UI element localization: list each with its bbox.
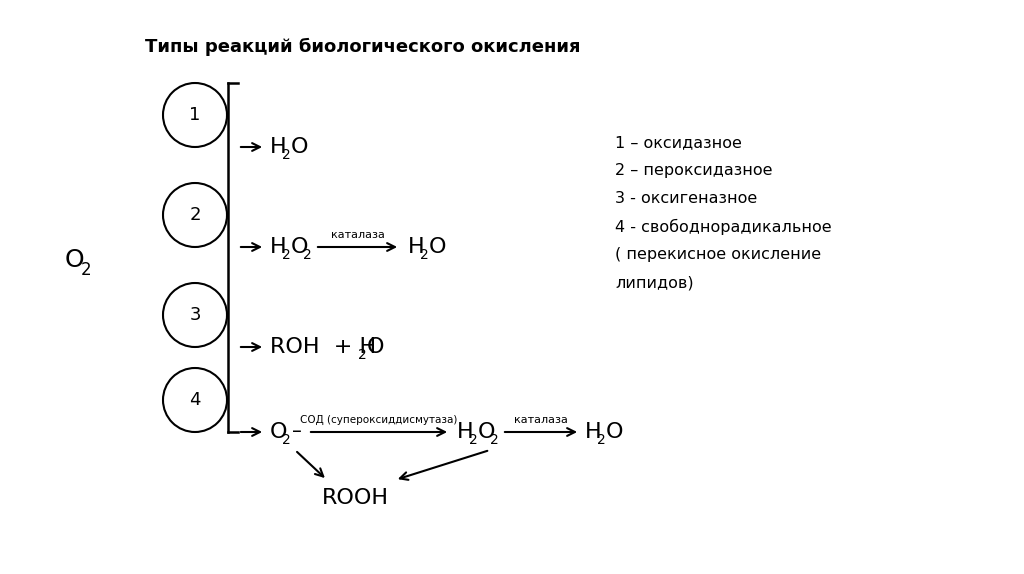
- Text: 2: 2: [597, 433, 606, 447]
- Text: 3 - оксигеназное: 3 - оксигеназное: [615, 191, 758, 206]
- Text: O: O: [606, 422, 624, 442]
- Text: O: O: [478, 422, 496, 442]
- Text: СОД (супероксиддисмутаза): СОД (супероксиддисмутаза): [300, 415, 458, 425]
- Text: –: –: [292, 422, 302, 441]
- Text: O: O: [367, 337, 384, 357]
- Text: 2: 2: [303, 248, 311, 262]
- Text: 4 - свободнорадикальное: 4 - свободнорадикальное: [615, 219, 831, 235]
- Text: 2: 2: [358, 348, 367, 362]
- Text: H: H: [270, 137, 287, 157]
- Text: 2: 2: [282, 248, 291, 262]
- Text: 2: 2: [282, 148, 291, 162]
- Text: липидов): липидов): [615, 275, 693, 290]
- Text: O: O: [291, 137, 308, 157]
- Text: 2 – пероксидазное: 2 – пероксидазное: [615, 163, 772, 178]
- Text: 2: 2: [469, 433, 478, 447]
- Text: 4: 4: [189, 391, 201, 409]
- Text: 3: 3: [189, 306, 201, 324]
- Text: 2: 2: [490, 433, 499, 447]
- Text: O: O: [429, 237, 446, 257]
- Text: 2: 2: [81, 261, 91, 279]
- Text: O: O: [65, 248, 85, 272]
- Text: H: H: [408, 237, 425, 257]
- Text: 2: 2: [282, 433, 291, 447]
- Text: Типы реакций биологического окисления: Типы реакций биологического окисления: [145, 38, 581, 56]
- Text: каталаза: каталаза: [331, 230, 384, 240]
- Text: 2: 2: [189, 206, 201, 224]
- Text: каталаза: каталаза: [514, 415, 568, 425]
- Text: ROH  + H: ROH + H: [270, 337, 376, 357]
- Text: 1: 1: [189, 106, 201, 124]
- Text: H: H: [585, 422, 602, 442]
- Text: O: O: [291, 237, 308, 257]
- Text: ( перекисное окисление: ( перекисное окисление: [615, 247, 821, 262]
- Text: 1 – оксидазное: 1 – оксидазное: [615, 135, 741, 150]
- Text: O: O: [270, 422, 288, 442]
- Text: H: H: [270, 237, 287, 257]
- Text: H: H: [457, 422, 474, 442]
- Text: ROOH: ROOH: [322, 488, 388, 508]
- Text: 2: 2: [420, 248, 429, 262]
